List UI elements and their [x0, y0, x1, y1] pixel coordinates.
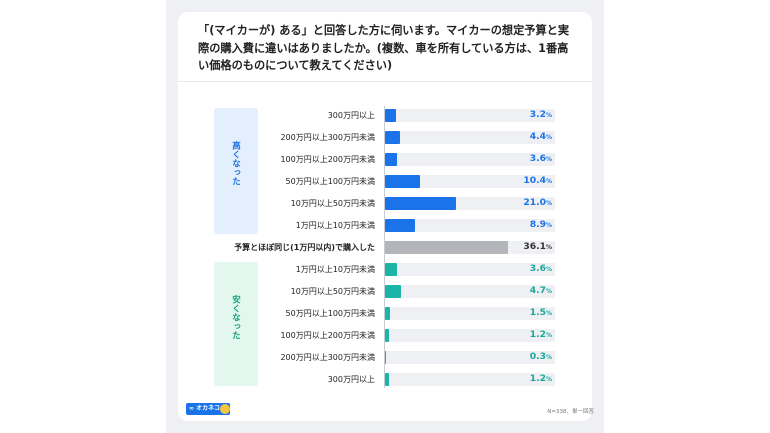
category-label: 200万円以上300万円未満: [280, 133, 375, 142]
value-number: 8.9: [529, 219, 546, 230]
bar-track: [385, 153, 555, 166]
value-unit: %: [545, 354, 552, 361]
bar: [385, 109, 396, 122]
bar: [385, 219, 416, 232]
bar-track: [385, 373, 555, 386]
bar-track: [385, 263, 555, 276]
value-unit: %: [545, 266, 552, 273]
bar: [385, 175, 421, 188]
value-number: 4.7: [529, 285, 546, 296]
value-number: 3.2: [529, 109, 546, 120]
bar: [385, 153, 398, 166]
mascot-icon: [220, 404, 230, 414]
category-label: 300万円以上: [327, 375, 375, 384]
bar-track: [385, 219, 555, 232]
bar: [385, 285, 401, 298]
value-unit: %: [545, 310, 552, 317]
value-number: 1.5: [529, 307, 546, 318]
bar-track: [385, 109, 555, 122]
category-label: 10万円以上50万円未満: [290, 199, 375, 208]
value-unit: %: [545, 222, 552, 229]
group-label-lower: 安くなった: [230, 295, 241, 340]
title-divider: [178, 81, 592, 82]
category-label: 100万円以上200万円未満: [280, 331, 375, 340]
category-label: 1万円以上10万円未満: [295, 221, 375, 230]
category-label: 予算とほぼ同じ(1万円以内)で購入した: [234, 243, 375, 252]
chart-axis-line: [384, 106, 385, 388]
value-unit: %: [545, 156, 552, 163]
value-unit: %: [545, 288, 552, 295]
value-number: 0.3: [529, 351, 546, 362]
bar-track: [385, 307, 555, 320]
category-label: 10万円以上50万円未満: [290, 287, 375, 296]
value-unit: %: [545, 112, 552, 119]
brand-logo: ∞ オカネコ: [186, 403, 230, 415]
bar: [385, 241, 508, 254]
value-label: 36.1%: [523, 241, 552, 252]
value-label: 4.7%: [530, 285, 552, 296]
value-unit: %: [545, 244, 552, 251]
group-box-lower: [214, 262, 258, 386]
category-label: 1万円以上10万円未満: [295, 265, 375, 274]
value-label: 1.2%: [530, 373, 552, 384]
value-label: 4.4%: [530, 131, 552, 142]
bar: [385, 329, 390, 342]
bar-track: [385, 175, 555, 188]
bar-track: [385, 351, 555, 364]
value-unit: %: [545, 178, 552, 185]
value-label: 3.6%: [530, 263, 552, 274]
value-label: 3.6%: [530, 153, 552, 164]
value-unit: %: [545, 376, 552, 383]
footnote: N=338、単一回答: [547, 409, 594, 415]
value-label: 0.3%: [530, 351, 552, 362]
category-label: 100万円以上200万円未満: [280, 155, 375, 164]
value-number: 3.6: [529, 263, 546, 274]
bar: [385, 351, 387, 364]
value-label: 3.2%: [530, 109, 552, 120]
value-number: 36.1: [523, 241, 546, 252]
value-label: 1.2%: [530, 329, 552, 340]
value-number: 21.0: [523, 197, 546, 208]
value-number: 1.2: [529, 329, 546, 340]
category-label: 50万円以上100万円未満: [285, 177, 375, 186]
value-unit: %: [545, 332, 552, 339]
value-label: 10.4%: [523, 175, 552, 186]
value-number: 1.2: [529, 373, 546, 384]
value-unit: %: [545, 200, 552, 207]
category-label: 200万円以上300万円未満: [280, 353, 375, 362]
value-label: 8.9%: [530, 219, 552, 230]
bar: [385, 197, 457, 210]
value-number: 4.4: [529, 131, 546, 142]
bar: [385, 131, 400, 144]
value-label: 21.0%: [523, 197, 552, 208]
value-unit: %: [545, 134, 552, 141]
bar: [385, 263, 398, 276]
value-label: 1.5%: [530, 307, 552, 318]
value-number: 3.6: [529, 153, 546, 164]
bar-track: [385, 329, 555, 342]
chart-title: 「(マイカーが) ある」と回答した方に伺います。マイカーの想定予算と実際の購入費…: [198, 24, 570, 72]
group-box-higher: [214, 108, 258, 234]
group-label-higher: 高くなった: [230, 141, 241, 186]
category-label: 50万円以上100万円未満: [285, 309, 375, 318]
bar: [385, 373, 390, 386]
bar-track: [385, 285, 555, 298]
bar: [385, 307, 391, 320]
bar-track: [385, 131, 555, 144]
value-number: 10.4: [523, 175, 546, 186]
category-label: 300万円以上: [327, 111, 375, 120]
